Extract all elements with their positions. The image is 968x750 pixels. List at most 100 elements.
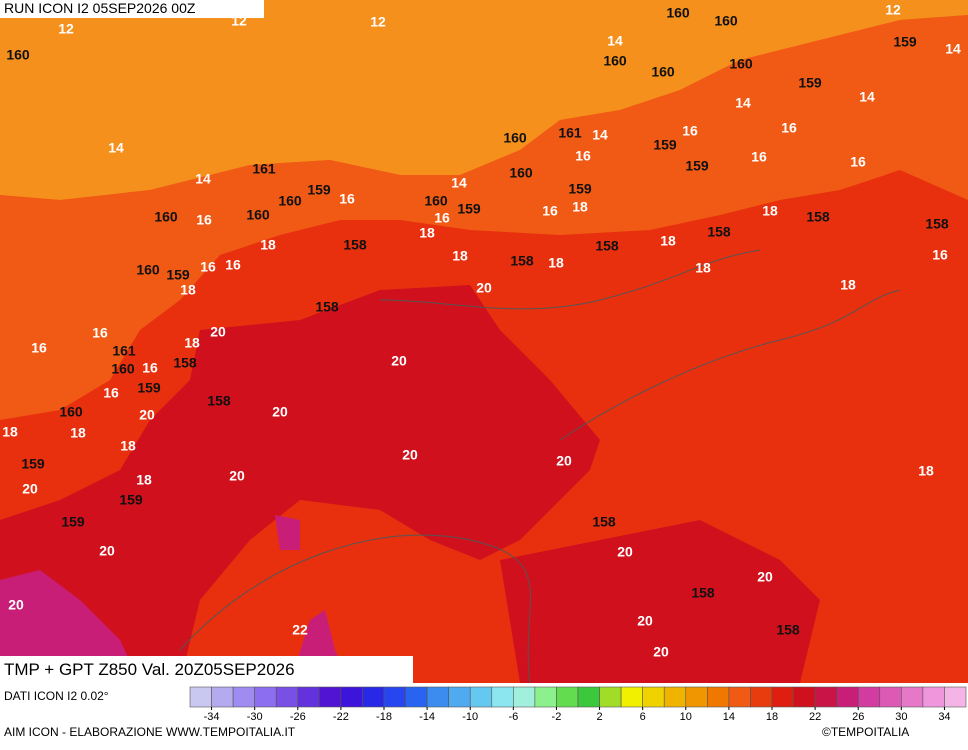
colorbar-tick-label: 26 <box>852 711 864 723</box>
zone-20 <box>0 285 600 683</box>
colorbar-swatch <box>383 686 406 708</box>
temperature-label: 20 <box>99 543 115 559</box>
colorbar-swatch <box>297 686 320 708</box>
temperature-label: 20 <box>402 447 418 463</box>
temperature-label: 20 <box>653 644 669 660</box>
temperature-label: 18 <box>180 282 196 298</box>
temperature-label: 16 <box>92 325 108 341</box>
geopotential-label: 160 <box>424 193 448 209</box>
colorbar-tick-label: -2 <box>552 711 562 723</box>
zone-16 <box>0 15 968 420</box>
colorbar-swatch <box>620 686 643 708</box>
temperature-label: 14 <box>945 41 961 57</box>
geopotential-label: 160 <box>6 47 30 63</box>
colorbar-swatch <box>728 686 751 708</box>
footer-title-box <box>0 656 413 683</box>
colorbar-tick-label: -14 <box>419 711 435 723</box>
temperature-label: 14 <box>451 175 467 191</box>
geopotential-label: 158 <box>510 253 534 269</box>
temperature-label: 18 <box>260 237 276 253</box>
colorbar-swatch <box>793 686 816 708</box>
colorbar-swatch <box>491 686 514 708</box>
colorbar-swatch <box>901 686 924 708</box>
colorbar-tick-label: -10 <box>462 711 478 723</box>
temperature-label: 18 <box>695 260 711 276</box>
temperature-label: 16 <box>142 360 158 376</box>
colorbar-swatch <box>232 686 255 708</box>
temperature-label: 16 <box>200 259 216 275</box>
temperature-label: 18 <box>918 463 934 479</box>
colorbar-tick-label: 14 <box>723 711 735 723</box>
geopotential-label: 159 <box>119 492 143 508</box>
colorbar-swatch <box>707 686 730 708</box>
temperature-label: 16 <box>682 123 698 139</box>
colorbar-swatch <box>944 686 967 708</box>
temperature-label: 18 <box>452 248 468 264</box>
geopotential-label: 159 <box>568 181 592 197</box>
colorbar-swatch <box>556 686 579 708</box>
temperature-label: 20 <box>210 324 226 340</box>
colorbar-swatch <box>814 686 837 708</box>
temperature-label: 18 <box>548 255 564 271</box>
colorbar-tick-label: 22 <box>809 711 821 723</box>
credit: AIM ICON - ELABORAZIONE WWW.TEMPOITALIA.… <box>4 725 296 739</box>
geopotential-label: 160 <box>503 130 527 146</box>
colorbar-swatch <box>254 686 277 708</box>
zone-14 <box>0 0 968 200</box>
colorbar-swatch <box>599 686 622 708</box>
colorbar-tick-label: 10 <box>680 711 692 723</box>
geopotential-label: 158 <box>707 224 731 240</box>
temperature-label: 18 <box>660 233 676 249</box>
temperature-label: 14 <box>735 95 751 111</box>
temperature-label: 12 <box>231 13 247 29</box>
colorbar-swatch <box>275 686 299 708</box>
colorbar-swatch <box>426 686 449 708</box>
temperature-label: 16 <box>225 257 241 273</box>
geopotential-label: 158 <box>207 393 231 409</box>
source: DATI ICON I2 0.02° <box>4 689 109 703</box>
zone-20 <box>500 520 820 683</box>
temperature-label: 22 <box>0 0 8 7</box>
geopotential-label: 160 <box>246 207 270 223</box>
colorbar-tick-label: -6 <box>508 711 518 723</box>
colorbar-swatch <box>405 686 428 708</box>
geopotential-label: 158 <box>592 514 616 530</box>
geopotential-label: 160 <box>278 193 302 209</box>
geopotential-label: 160 <box>666 5 690 21</box>
colorbar-swatch <box>663 686 687 708</box>
temperature-label: 18 <box>70 425 86 441</box>
header-box <box>0 0 264 18</box>
temperature-label: 16 <box>31 340 47 356</box>
temperature-label: 20 <box>139 407 155 423</box>
colorbar-swatch <box>534 686 557 708</box>
colorbar-swatch <box>750 686 773 708</box>
geopotential-label: 159 <box>307 182 331 198</box>
colorbar-swatch <box>469 686 493 708</box>
temperature-label: 18 <box>840 277 856 293</box>
temperature-label: 14 <box>859 89 875 105</box>
colorbar-swatch <box>642 686 665 708</box>
geopotential-label: 158 <box>343 237 367 253</box>
geopotential-label: 160 <box>651 64 675 80</box>
footer-title: TMP + GPT Z850 Val. 20Z05SEP2026 <box>4 660 295 679</box>
temperature-label: 16 <box>850 154 866 170</box>
temperature-label: 16 <box>434 210 450 226</box>
geopotential-label: 159 <box>166 267 190 283</box>
colorbar-swatch <box>836 686 859 708</box>
temperature-label: 20 <box>556 453 572 469</box>
colorbar-swatch <box>771 686 794 708</box>
temperature-label: 18 <box>419 225 435 241</box>
geopotential-label: 158 <box>691 585 715 601</box>
temperature-label: 18 <box>184 335 200 351</box>
temperature-label: 22 <box>292 622 308 638</box>
temperature-label: 18 <box>136 472 152 488</box>
geopotential-label: 160 <box>729 56 753 72</box>
colorbar-swatch <box>577 686 600 708</box>
temperature-label: 18 <box>120 438 136 454</box>
temperature-label: 20 <box>391 353 407 369</box>
temperature-label: 20 <box>229 468 245 484</box>
geopotential-label: 160 <box>59 404 83 420</box>
colorbar-tick-label: 6 <box>640 711 646 723</box>
temperature-label: 18 <box>2 424 18 440</box>
